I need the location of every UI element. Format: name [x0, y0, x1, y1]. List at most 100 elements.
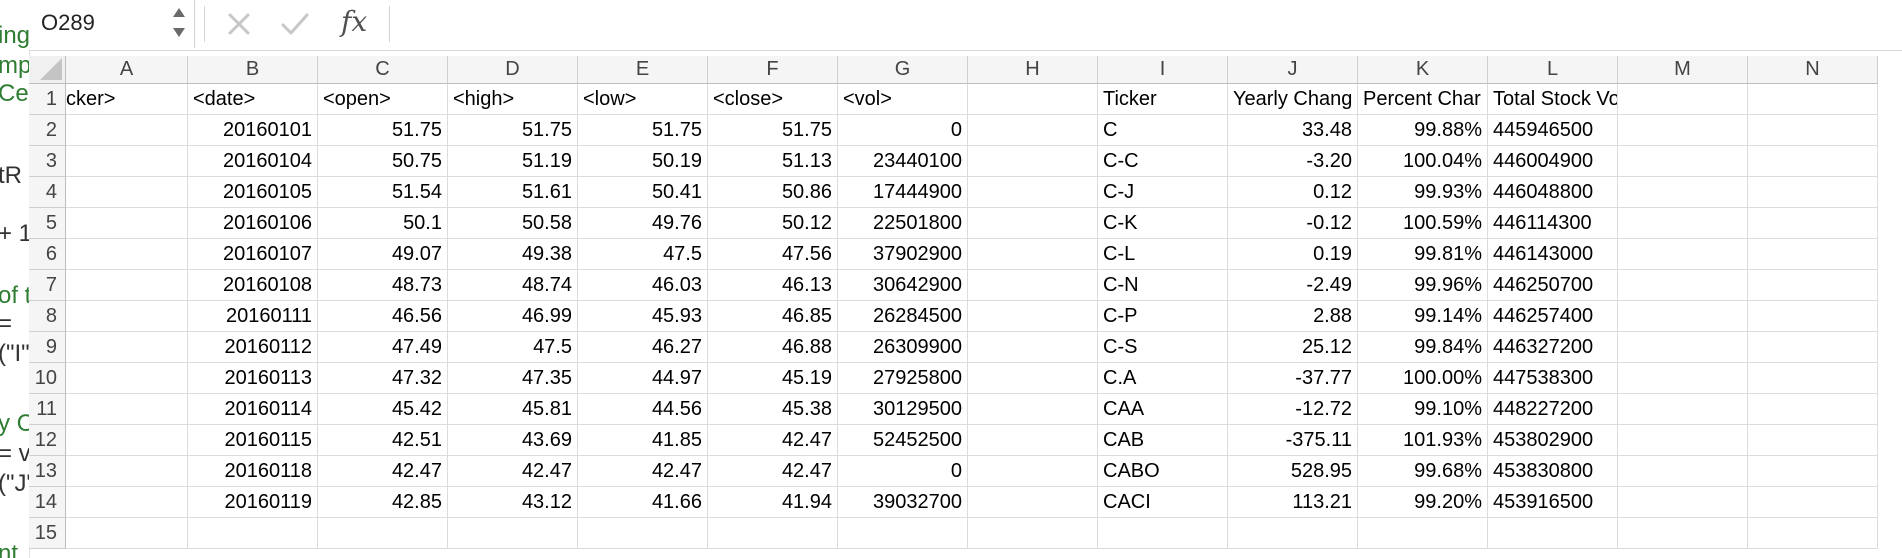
cell-f11[interactable]: 45.38	[708, 394, 838, 425]
row-header[interactable]: 15	[29, 518, 66, 549]
cell-j3[interactable]: -3.20	[1228, 146, 1358, 177]
name-box[interactable]: O289	[29, 0, 195, 48]
cell-h3[interactable]	[968, 146, 1098, 177]
cell-e6[interactable]: 47.5	[578, 239, 708, 270]
column-header-c[interactable]: C	[318, 56, 448, 84]
cell-k6[interactable]: 99.81%	[1358, 239, 1488, 270]
cell-i7[interactable]: C-N	[1098, 270, 1228, 301]
cell-g7[interactable]: 30642900	[838, 270, 968, 301]
cell-b9[interactable]: 20160112	[188, 332, 318, 363]
cell-c14[interactable]: 42.85	[318, 487, 448, 518]
cell-a13[interactable]	[66, 456, 188, 487]
cell-a9[interactable]	[66, 332, 188, 363]
cell-n6[interactable]	[1748, 239, 1878, 270]
cell-b5[interactable]: 20160106	[188, 208, 318, 239]
cell-m5[interactable]	[1618, 208, 1748, 239]
cell-f10[interactable]: 45.19	[708, 363, 838, 394]
cell-d13[interactable]: 42.47	[448, 456, 578, 487]
column-header-f[interactable]: F	[708, 56, 838, 84]
cell-c11[interactable]: 45.42	[318, 394, 448, 425]
cell-g8[interactable]: 26284500	[838, 301, 968, 332]
cell-b12[interactable]: 20160115	[188, 425, 318, 456]
cell-k10[interactable]: 100.00%	[1358, 363, 1488, 394]
cell-h4[interactable]	[968, 177, 1098, 208]
formula-input[interactable]	[397, 8, 1891, 42]
cell-d3[interactable]: 51.19	[448, 146, 578, 177]
cell-j10[interactable]: -37.77	[1228, 363, 1358, 394]
cell-b14[interactable]: 20160119	[188, 487, 318, 518]
cell-k8[interactable]: 99.14%	[1358, 301, 1488, 332]
cell-g1[interactable]: <vol>	[838, 84, 968, 115]
column-header-e[interactable]: E	[578, 56, 708, 84]
cell-h9[interactable]	[968, 332, 1098, 363]
cell-j11[interactable]: -12.72	[1228, 394, 1358, 425]
cell-c5[interactable]: 50.1	[318, 208, 448, 239]
arrow-down-icon[interactable]	[173, 28, 185, 37]
cell-h7[interactable]	[968, 270, 1098, 301]
row-header[interactable]: 7	[29, 270, 66, 301]
cell-e8[interactable]: 45.93	[578, 301, 708, 332]
fx-icon[interactable]: fx	[341, 5, 368, 38]
cell-d7[interactable]: 48.74	[448, 270, 578, 301]
cell-i5[interactable]: C-K	[1098, 208, 1228, 239]
row-header[interactable]: 10	[29, 363, 66, 394]
cell-c13[interactable]: 42.47	[318, 456, 448, 487]
name-box-stepper-icon[interactable]	[172, 6, 186, 42]
cell-a6[interactable]	[66, 239, 188, 270]
cell-l7[interactable]: 446250700	[1488, 270, 1618, 301]
cell-n13[interactable]	[1748, 456, 1878, 487]
cell-a14[interactable]	[66, 487, 188, 518]
cell-n14[interactable]	[1748, 487, 1878, 518]
cell-j2[interactable]: 33.48	[1228, 115, 1358, 146]
cell-f9[interactable]: 46.88	[708, 332, 838, 363]
cell-k2[interactable]: 99.88%	[1358, 115, 1488, 146]
cell-m15[interactable]	[1618, 518, 1748, 549]
cell-b10[interactable]: 20160113	[188, 363, 318, 394]
cell-g13[interactable]: 0	[838, 456, 968, 487]
cell-k15[interactable]	[1358, 518, 1488, 549]
cell-k7[interactable]: 99.96%	[1358, 270, 1488, 301]
cell-h13[interactable]	[968, 456, 1098, 487]
cell-m11[interactable]	[1618, 394, 1748, 425]
cell-f1[interactable]: <close>	[708, 84, 838, 115]
cell-m8[interactable]	[1618, 301, 1748, 332]
cell-d15[interactable]	[448, 518, 578, 549]
row-header[interactable]: 3	[29, 146, 66, 177]
cell-l10[interactable]: 447538300	[1488, 363, 1618, 394]
cell-d1[interactable]: <high>	[448, 84, 578, 115]
cell-i6[interactable]: C-L	[1098, 239, 1228, 270]
cell-i15[interactable]	[1098, 518, 1228, 549]
cell-n2[interactable]	[1748, 115, 1878, 146]
cell-c4[interactable]: 51.54	[318, 177, 448, 208]
cell-d10[interactable]: 47.35	[448, 363, 578, 394]
cell-a11[interactable]	[66, 394, 188, 425]
cell-a10[interactable]	[66, 363, 188, 394]
cell-a7[interactable]	[66, 270, 188, 301]
cell-l8[interactable]: 446257400	[1488, 301, 1618, 332]
row-header[interactable]: 4	[29, 177, 66, 208]
cell-i8[interactable]: C-P	[1098, 301, 1228, 332]
cell-l13[interactable]: 453830800	[1488, 456, 1618, 487]
row-header[interactable]: 9	[29, 332, 66, 363]
cell-l6[interactable]: 446143000	[1488, 239, 1618, 270]
cell-a15[interactable]	[66, 518, 188, 549]
cell-l11[interactable]: 448227200	[1488, 394, 1618, 425]
cell-h2[interactable]	[968, 115, 1098, 146]
cell-i3[interactable]: C-C	[1098, 146, 1228, 177]
cell-n1[interactable]	[1748, 84, 1878, 115]
cell-h8[interactable]	[968, 301, 1098, 332]
cell-i1[interactable]: Ticker	[1098, 84, 1228, 115]
cell-e12[interactable]: 41.85	[578, 425, 708, 456]
cell-m10[interactable]	[1618, 363, 1748, 394]
cell-b3[interactable]: 20160104	[188, 146, 318, 177]
cell-e10[interactable]: 44.97	[578, 363, 708, 394]
cell-f7[interactable]: 46.13	[708, 270, 838, 301]
cell-c3[interactable]: 50.75	[318, 146, 448, 177]
cell-l1[interactable]: Total Stock Volume	[1488, 84, 1618, 115]
cell-d5[interactable]: 50.58	[448, 208, 578, 239]
cell-g2[interactable]: 0	[838, 115, 968, 146]
cell-b4[interactable]: 20160105	[188, 177, 318, 208]
cell-b15[interactable]	[188, 518, 318, 549]
cell-a1[interactable]: cker>	[66, 84, 188, 115]
cell-c8[interactable]: 46.56	[318, 301, 448, 332]
